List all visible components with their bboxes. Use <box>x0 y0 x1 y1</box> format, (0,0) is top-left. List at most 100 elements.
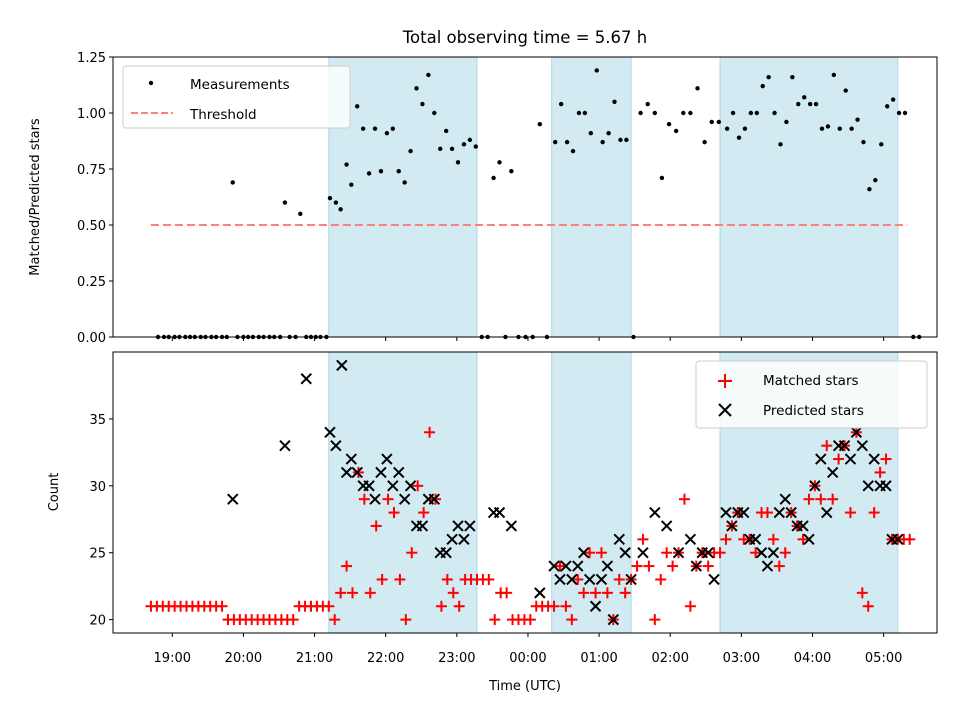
measurement-point <box>742 126 748 131</box>
matched-star-point <box>678 493 690 505</box>
x-tick-label: 22:00 <box>367 651 404 666</box>
matched-star-point <box>761 507 773 519</box>
predicted-star-point <box>330 439 342 452</box>
legend-measurement-marker <box>148 80 154 86</box>
predicted-star-point <box>773 506 786 519</box>
predicted-star-point <box>336 359 348 372</box>
measurement-point <box>730 110 736 116</box>
matched-star-point <box>844 507 856 519</box>
x-tick-label: 21:00 <box>296 651 333 666</box>
x-tick-label: 04:00 <box>794 651 831 666</box>
measurement-point <box>443 128 449 134</box>
matched-star-point <box>566 614 578 626</box>
matched-star-point <box>412 480 424 492</box>
matched-star-point <box>619 587 631 599</box>
predicted-star-point <box>572 560 584 572</box>
matched-star-point <box>779 547 791 559</box>
x-tick-label: 23:00 <box>438 651 475 666</box>
measurement-point <box>612 99 617 105</box>
predicted-star-point <box>577 547 590 559</box>
matched-star-point <box>827 493 839 505</box>
top-y-tick-label: 0.50 <box>77 219 106 234</box>
measurement-point <box>861 139 866 145</box>
predicted-star-point <box>720 506 732 519</box>
predicted-star-point <box>458 533 470 546</box>
matched-star-point <box>548 600 560 612</box>
measurement-point <box>606 130 611 136</box>
measurement-point <box>509 169 514 174</box>
bottom-y-tick-label: 35 <box>89 413 106 428</box>
predicted-star-point <box>452 520 464 532</box>
measurement-point <box>736 135 742 140</box>
matched-star-point <box>649 614 661 626</box>
measurement-point <box>778 142 783 147</box>
matched-star-point <box>287 614 299 626</box>
predicted-star-point <box>345 453 358 465</box>
measurement-point <box>772 110 777 116</box>
measurement-point <box>802 95 807 100</box>
measurement-point <box>819 126 825 131</box>
predicted-star-point <box>440 547 452 559</box>
measurement-point <box>709 119 714 125</box>
matched-star-points <box>145 426 916 626</box>
predicted-star-point <box>708 573 720 586</box>
predicted-star-point <box>862 480 874 492</box>
predicted-star-point <box>464 520 476 532</box>
matched-star-point <box>394 573 406 585</box>
measurement-point <box>432 110 437 116</box>
predicted-star-point <box>850 426 863 438</box>
top-shaded-interval-1 <box>328 56 478 338</box>
matched-star-point <box>714 547 726 559</box>
matched-star-point <box>595 547 607 559</box>
bottom-axes: 20 25 30 35 19:00 20:00 21:00 22:00 23:00 00:00 01… <box>89 351 938 666</box>
matched-star-point <box>655 573 667 585</box>
matched-star-point <box>720 533 732 545</box>
matched-star-point <box>590 587 602 599</box>
matched-star-point <box>418 507 430 519</box>
measurement-point <box>497 160 502 165</box>
matched-star-point <box>341 560 353 572</box>
measurement-point <box>724 126 730 131</box>
predicted-star-point <box>493 506 506 519</box>
predicted-star-point <box>749 533 762 546</box>
matched-star-point <box>335 587 347 599</box>
matched-star-point <box>767 533 779 545</box>
predicted-star-point <box>690 560 703 572</box>
predicted-star-point <box>779 493 791 505</box>
bottom-legend-frame <box>695 360 928 429</box>
matched-star-point <box>406 547 418 559</box>
predicted-star-point <box>595 573 608 586</box>
measurement-point <box>558 101 564 107</box>
bottom-y-tick-label: 20 <box>89 614 106 629</box>
matched-star-point <box>370 520 382 532</box>
measurement-point <box>659 175 665 181</box>
matched-star-point <box>382 493 394 505</box>
predicted-star-point <box>279 439 291 452</box>
measurement-point <box>843 88 848 93</box>
measurement-point <box>652 110 658 116</box>
predicted-star-point <box>393 466 405 479</box>
matched-star-point <box>323 600 335 612</box>
measurement-point <box>438 146 443 152</box>
measurement-point <box>491 175 496 181</box>
measurement-point <box>455 160 461 165</box>
measurement-point <box>390 126 396 131</box>
matched-star-point <box>453 600 465 612</box>
measurement-point <box>681 110 686 116</box>
measurement-point <box>333 200 339 205</box>
predicted-star-point <box>684 533 697 546</box>
predicted-star-point <box>826 466 839 479</box>
measurement-point <box>688 110 693 116</box>
measurement-point <box>384 130 390 136</box>
measurement-point <box>754 110 759 116</box>
predicted-star-point <box>227 493 239 505</box>
predicted-star-point <box>738 506 750 519</box>
measurement-point <box>298 211 303 216</box>
measurement-point <box>449 146 455 152</box>
measurement-point <box>396 169 401 174</box>
matched-star-point <box>441 573 453 585</box>
matched-star-point <box>821 440 833 452</box>
measurement-point <box>414 86 419 91</box>
predicted-star-point <box>809 480 821 492</box>
